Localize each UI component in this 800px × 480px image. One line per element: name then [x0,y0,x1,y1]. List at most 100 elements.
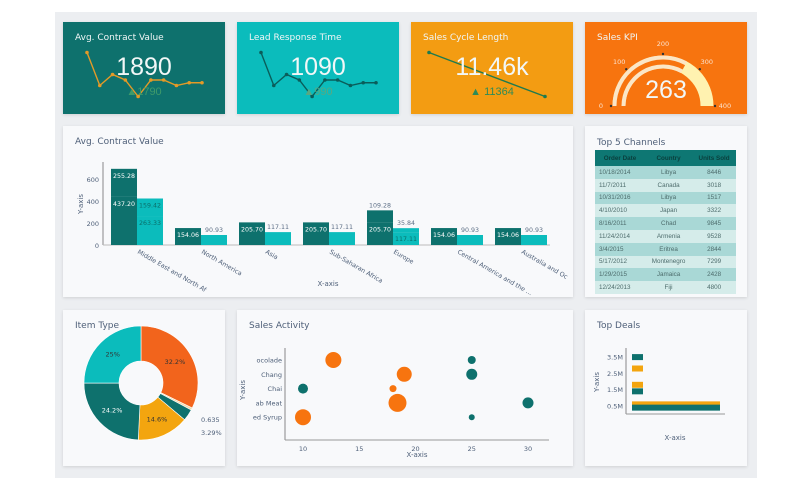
gauge-inner-stripe [616,59,686,107]
kpi-previous: ▲1790 [63,86,225,99]
cyan-bar-segment [457,234,483,245]
kpi-sales-cycle-length[interactable]: Sales Cycle Length 11.46k ▲ 11364 [411,22,573,114]
sparkline-point [174,83,179,88]
table-cell: 1/29/2015 [595,268,645,282]
kpi-sales-gauge[interactable]: Sales KPI 0 100 200 300 400 263 [585,22,747,114]
gauge-tick [661,52,665,56]
y-axis-title: Y-axis [77,194,85,215]
x-tick-label: 25 [468,445,476,453]
x-tick-label: 30 [524,445,532,453]
table-cell: 10/31/2016 [595,191,645,205]
bar-data-label: 154.06 [433,232,455,239]
x-tick-label: 10 [299,445,307,453]
kpi-value: 1890 [116,53,172,81]
sparkline-point [271,83,276,88]
dark-bar-segment [303,222,329,245]
x-tick-label: Asia [264,249,279,262]
y-tick-label: ed Syrup [253,414,282,422]
deal-bar [632,388,643,395]
y-tick-label: Chang [261,371,282,379]
sparkline-path [260,52,376,98]
dark-bar-segment [495,228,521,245]
cyan-bar-segment [393,228,419,233]
table-cell: 12/24/2013 [595,281,645,294]
sparkline-point [259,50,263,55]
gauge-tick [713,104,717,108]
x-tick-label: Australia and Oc [520,249,569,281]
table-row: 8/16/2011 Chad 9845 [595,217,736,230]
gauge-tick-label: 300 [701,58,713,66]
sparkline-point [374,80,378,85]
column-header[interactable]: Order Date [595,150,645,166]
sparkline-point [543,94,547,99]
table-row: 3/4/2015 Eritrea 2844 [595,242,736,256]
item-type-card: Item Type 32.2% 0.635 3.29% 14.6% 24.2% 25% [63,310,225,466]
table-cell: 9528 [692,229,736,243]
card-title: Top 5 Channels [597,138,666,148]
deal-bar [632,354,643,361]
bar-data-label: 117.11 [331,224,353,231]
table-cell: 8/16/2011 [595,217,645,230]
gauge-tick [625,68,628,71]
dark-bar-segment [175,228,201,245]
stacked-bar-chart: 0 200 400 600 Y-axis X-axis 437.20 255.28 263.33… [77,162,569,298]
x-axis-title: X-axis [318,280,339,288]
table-cell: Libya [644,191,693,205]
kpi-previous: ▲990 [237,86,399,99]
table-row: 1/29/2015 Jamaica 2428 [595,268,736,282]
dark-bar-segment [431,228,457,245]
y-tick-label: 1.5M [607,386,623,394]
sales-activity-card: Sales Activity 10 15 20 25 30 ocolade Chang Cha… [237,310,573,466]
table-cell: 2844 [692,242,736,256]
sparkline [427,50,547,99]
dark-bar-segment [111,196,137,245]
table-row: 12/24/2013 Fiji 4800 [595,281,736,294]
up-arrow-icon: ▲ [303,86,315,98]
cyan-bar-segment [137,198,163,217]
gauge-tick-label: 400 [719,102,731,110]
gauge-tick-label: 200 [657,40,669,48]
x-tick-label: Central America and the ... [456,249,533,298]
up-arrow-icon: ▲ [470,86,485,98]
table-cell: 3322 [692,204,736,218]
card-title: Top Deals [597,321,641,331]
cyan-bar-segment [265,232,291,245]
kpi-lead-response-time[interactable]: Lead Response Time 1090 ▲990 [237,22,399,114]
kpi-avg-contract-value[interactable]: Avg. Contract Value 1890 ▲1790 [63,22,225,114]
y-tick-label: ocolade [257,357,282,365]
bubble-point [389,385,397,393]
bubble-point [325,352,342,368]
donut-slice [83,325,142,384]
sparkline-point [348,83,353,88]
table-cell: 8446 [692,166,736,179]
bar-data-label: 154.06 [177,232,199,239]
deal-bar [632,365,643,372]
gauge-tick [698,68,701,71]
table-cell: 4/10/2010 [595,204,645,218]
x-tick-label: Middle East and North Af [136,249,208,295]
bar-data-label: 90.93 [525,227,543,234]
bar-data-label: 154.06 [497,232,519,239]
donut-slice-label: 32.2% [165,358,186,366]
bubble-point [467,356,476,364]
dark-bar-segment [111,168,137,197]
y-axis-title: Y-axis [593,372,601,393]
sparkline [259,50,378,99]
kpi-title: Sales Cycle Length [423,33,509,43]
card-title: Avg. Contract Value [75,137,164,147]
x-axis-title: X-axis [407,451,428,459]
bar-data-label: 205.70 [369,226,391,233]
y-tick-label: 3.5M [607,354,623,362]
dark-bar-segment [239,222,265,245]
column-header[interactable]: Units Sold [692,150,736,166]
kpi-title: Lead Response Time [249,33,342,43]
y-tick-label: 0 [95,242,99,250]
column-header[interactable]: Country [644,150,693,166]
y-tick-label: 600 [87,176,99,184]
gauge-tick [609,104,613,108]
sparkline-point [149,78,153,82]
donut-slice-label: 25% [105,351,119,359]
sparkline-point [335,78,340,82]
table-cell: Japan [644,204,693,218]
sparkline-point [123,78,128,82]
